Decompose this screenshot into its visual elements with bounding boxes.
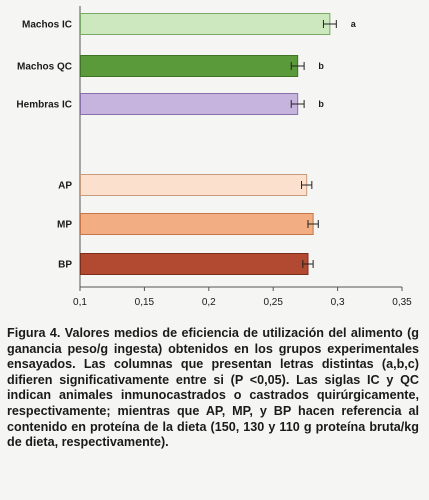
category-label: Machos IC [22, 20, 72, 31]
category-label: Machos QC [17, 62, 72, 73]
chart-labels: 0,1 0,15 0,2 0,25 0,3 0,35 Machos IC a Machos QC… [16, 19, 412, 308]
significance-letter: b [318, 99, 324, 109]
bar [80, 55, 299, 77]
x-tick-label: 0,15 [135, 297, 155, 308]
figure-caption: Figura 4. Valores medios de eficiencia d… [7, 326, 419, 450]
category-label: AP [58, 181, 72, 192]
significance-letter: a [351, 19, 357, 29]
x-tick-label: 0,25 [263, 297, 283, 308]
bar-chart: 0,1 0,15 0,2 0,25 0,3 0,35 Machos IC a Machos QC… [16, 6, 412, 308]
x-tick-label: 0,2 [202, 297, 216, 308]
x-tick-label: 0,3 [331, 297, 345, 308]
bar [80, 213, 314, 235]
category-label: Hembras IC [16, 100, 72, 111]
bar [80, 174, 308, 196]
chart-axes [79, 6, 403, 291]
chart-bars [80, 13, 337, 275]
category-label: MP [57, 220, 72, 231]
x-tick-label: 0,35 [392, 297, 412, 308]
x-tick-label: 0,1 [73, 297, 87, 308]
bar [80, 253, 309, 275]
significance-letter: b [318, 61, 324, 71]
bar [80, 13, 331, 35]
bar [80, 93, 299, 115]
category-label: BP [58, 260, 72, 271]
